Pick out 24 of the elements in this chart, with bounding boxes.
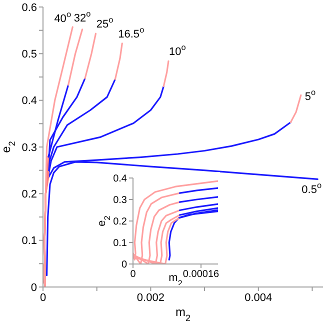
annotation: 32$^{o}$ [74, 9, 92, 24]
y-tick-label: 0.4 [22, 95, 37, 108]
y-tick-label: 0.3 [113, 195, 128, 206]
annotation: 0.5$^{o}$ [302, 181, 322, 196]
y-tick-label: 0.5 [22, 48, 37, 61]
y-tick-label: 0.2 [22, 188, 37, 201]
annotation: 16.5$^{o}$ [118, 25, 145, 40]
y-tick-label: 0.4 [113, 174, 128, 185]
x-tick-label: 0.002 [136, 292, 164, 304]
x-axis-title: m$_{2}$ [175, 305, 191, 323]
y-tick-label: 0.3 [22, 142, 37, 154]
y-tick-label: 0.6 [22, 2, 37, 14]
y-tick-label: 0.1 [113, 238, 128, 250]
x-tick-label: 0.00016 [182, 269, 220, 280]
annotation: 10$^{o}$ [169, 43, 186, 58]
annotation: 5$^{o}$ [304, 88, 316, 104]
annotation: 40$^{o}$ [54, 10, 72, 26]
y-tick-label: 0 [30, 282, 37, 294]
annotation: 25$^{o}$ [96, 16, 114, 31]
y-tick-label: 0.2 [113, 216, 128, 228]
y-tick-label: 0.1 [22, 235, 37, 248]
y-tick-label: 0 [121, 260, 128, 271]
x-tick-label: 0 [40, 292, 46, 304]
x-tick-label: 0.004 [244, 292, 272, 304]
